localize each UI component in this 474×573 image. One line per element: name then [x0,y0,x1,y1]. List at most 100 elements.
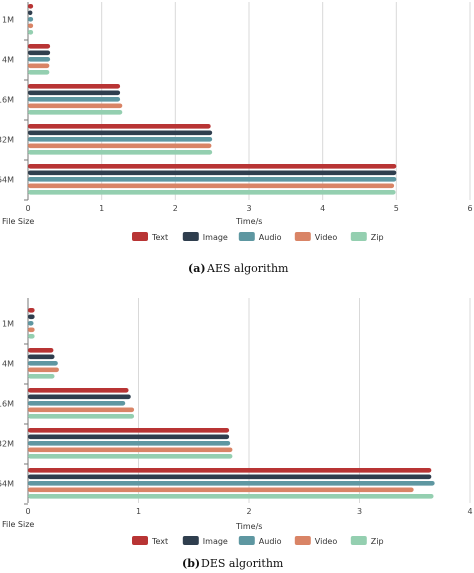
bar-video-4m [28,63,50,69]
x-axis-label: Time/s [235,217,262,226]
bar-zip-4m [28,374,55,379]
legend-label-image: Image [203,537,228,546]
bar-audio-4m [28,57,51,62]
bar-image-1m [28,314,35,320]
x-tick-label: 1 [99,204,104,213]
legend-swatch-audio [238,232,255,241]
bar-zip-16m [28,110,123,115]
bar-zip-1m [28,30,34,35]
x-tick-label: 0 [25,507,30,516]
x-tick-label: 3 [357,507,362,516]
bar-text-4m [28,348,54,353]
bar-zip-32m [28,150,213,155]
bar-image-64m [28,170,397,176]
bar-image-4m [28,354,55,360]
y-tick-label: 1M [2,319,14,328]
legend-swatch-zip [350,536,367,545]
caption-label-aes: (a) [188,262,206,275]
bar-video-32m [28,143,212,149]
bar-audio-32m [28,137,213,142]
bar-image-32m [28,130,213,136]
x-tick-label: 0 [25,204,30,213]
caption-des: (b) DES algorithm [182,557,284,570]
bar-text-1m [28,308,35,313]
legend-label-zip: Zip [371,537,384,546]
bar-audio-16m [28,97,121,102]
bar-video-16m [28,407,135,413]
legend-swatch-text [132,536,148,545]
legend-label-text: Text [151,537,168,546]
y-tick-label: 64M [0,479,14,488]
legend-label-video: Video [315,233,338,242]
bar-audio-1m [28,17,34,22]
legend-swatch-video [294,232,311,241]
bar-text-1m [28,4,34,9]
x-tick-label: 3 [246,204,251,213]
bar-video-16m [28,103,123,109]
caption-text-aes: AES algorithm [206,262,289,275]
legend-label-audio: Audio [259,537,282,546]
bar-video-1m [28,23,34,29]
bar-image-32m [28,434,230,440]
legend-des: Text Image Audio Video Zip [132,536,384,546]
bar-text-16m [28,84,121,89]
legend-swatch-zip [350,232,367,241]
y-axis-label: File Size [2,217,34,226]
bar-image-4m [28,50,51,56]
legend-label-text: Text [151,233,168,242]
y-tick-label: 4M [2,55,14,64]
y-tick-label: 32M [0,439,14,448]
chart-aes: 0 1 2 3 4 5 6 1M 4M 16M 32M 64M File Size Time/s [0,2,473,226]
x-tick-label: 2 [246,507,251,516]
bar-audio-64m [28,481,435,486]
y-tick-label: 1M [2,15,14,24]
bar-text-64m [28,164,397,169]
y-tick-label: 4M [2,359,14,368]
bar-zip-64m [28,190,396,195]
x-tick-label: 4 [320,204,325,213]
legend-swatch-image [182,536,199,545]
bar-video-4m [28,367,59,373]
y-tick-label: 64M [0,175,14,184]
bar-video-1m [28,327,35,333]
y-tick-label: 16M [0,399,14,408]
bar-text-64m [28,468,432,473]
x-tick-label: 6 [467,204,472,213]
bar-zip-32m [28,454,233,459]
y-axis-label: File Size [2,520,34,529]
bar-zip-16m [28,414,135,419]
x-tick-label: 4 [467,507,472,516]
y-tick-label: 16M [0,95,14,104]
bar-video-32m [28,447,233,453]
bar-video-64m [28,487,414,493]
bar-text-32m [28,428,230,433]
bar-zip-64m [28,494,434,499]
x-tick-label: 2 [173,204,178,213]
caption-aes: (a) AES algorithm [188,262,289,275]
x-tick-label: 5 [394,204,399,213]
bar-audio-64m [28,177,397,182]
bar-audio-16m [28,401,126,406]
bar-image-1m [28,10,33,16]
legend-swatch-text [132,232,148,241]
legend-aes: Text Image Audio Video Zip [132,232,384,242]
bar-text-16m [28,388,129,393]
legend-swatch-image [182,232,199,241]
bar-text-4m [28,44,51,49]
x-axis-label: Time/s [235,522,262,531]
legend-label-audio: Audio [259,233,282,242]
bar-text-32m [28,124,211,129]
chart-des: 0 1 2 3 4 1M 4M 16M 32M 64M File Size Time/s [0,298,473,531]
bar-video-64m [28,183,395,189]
bar-image-16m [28,90,121,96]
legend-label-image: Image [203,233,228,242]
legend-swatch-video [294,536,311,545]
bar-audio-4m [28,361,58,366]
x-tick-label: 1 [136,507,141,516]
legend-label-video: Video [315,537,338,546]
caption-text-des: DES algorithm [201,557,284,570]
bar-audio-32m [28,441,231,446]
caption-label-des: (b) [182,557,200,570]
bar-audio-1m [28,321,34,326]
